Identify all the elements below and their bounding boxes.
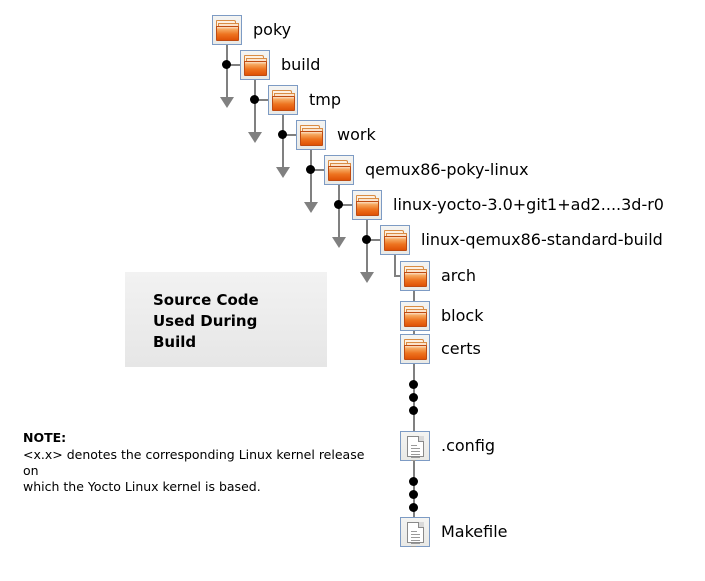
- connector-dot-work: [306, 165, 315, 174]
- ellipsis-dot: [409, 477, 418, 486]
- connector-hline-work-qemux86: [310, 169, 328, 171]
- folder-icon: [268, 85, 298, 115]
- connector-dot-tmp: [278, 130, 287, 139]
- connector-vline-build: [254, 80, 256, 140]
- connector-arrow-work: [304, 202, 318, 213]
- connector-hline-build-tmp: [254, 99, 272, 101]
- tree-node-label: qemux86-poky-linux: [365, 160, 529, 179]
- folder-icon: [380, 225, 410, 255]
- tree-node-block[interactable]: block: [400, 301, 483, 331]
- folder-icon: [400, 334, 430, 364]
- folder-icon: [296, 120, 326, 150]
- tree-node-work[interactable]: work: [296, 120, 376, 150]
- tree-node-poky[interactable]: poky: [212, 15, 291, 45]
- connector-arrow-poky: [220, 97, 234, 108]
- connector-dot-build: [250, 95, 259, 104]
- ellipsis-dot: [409, 490, 418, 499]
- tree-node-label: arch: [441, 266, 476, 285]
- folder-icon: [240, 50, 270, 80]
- folder-icon: [324, 155, 354, 185]
- tree-node-label: Makefile: [441, 522, 508, 541]
- ellipsis-dot: [409, 503, 418, 512]
- note-title: NOTE:: [23, 430, 67, 445]
- connector-arrow-qemux86: [332, 237, 346, 248]
- connector-arrow-linuxyocto: [360, 272, 374, 283]
- tree-node-tmp[interactable]: tmp: [268, 85, 341, 115]
- tree-node-config-file[interactable]: .config: [400, 431, 495, 461]
- callout-box: Source Code Used During Build: [125, 272, 327, 367]
- folder-icon: [352, 190, 382, 220]
- tree-node-label: poky: [253, 20, 292, 39]
- note-block: NOTE: <x.x> denotes the corresponding Li…: [23, 430, 383, 495]
- tree-node-build[interactable]: build: [240, 50, 320, 80]
- folder-icon: [400, 261, 430, 291]
- ellipsis-dot: [409, 380, 418, 389]
- tree-node-linux-yocto[interactable]: linux-yocto-3.0+git1+ad2....3d-r0: [352, 190, 664, 220]
- connector-vline-stdbuild: [394, 255, 396, 277]
- connector-dot-qemux86: [334, 200, 343, 209]
- connector-hline-linuxyocto-stdbuild: [366, 239, 384, 241]
- connector-hline-poky-build: [226, 64, 244, 66]
- connector-dot-poky: [222, 60, 231, 69]
- note-body: <x.x> denotes the corresponding Linux ke…: [23, 447, 365, 494]
- ellipsis-dot: [409, 393, 418, 402]
- tree-node-label: tmp: [309, 90, 342, 109]
- tree-node-label: linux-qemux86-standard-build: [421, 230, 663, 249]
- connector-hline-tmp-work: [282, 134, 300, 136]
- connector-hline-qemux86-linuxyocto: [338, 204, 356, 206]
- file-icon: [400, 431, 430, 461]
- connector-dot-linuxyocto: [362, 235, 371, 244]
- tree-node-certs[interactable]: certs: [400, 334, 481, 364]
- folder-icon: [212, 15, 242, 45]
- tree-node-qemux86-poky-linux[interactable]: qemux86-poky-linux: [324, 155, 529, 185]
- tree-node-label: build: [281, 55, 321, 74]
- tree-node-label: block: [441, 306, 484, 325]
- tree-node-makefile[interactable]: Makefile: [400, 517, 508, 547]
- connector-arrow-build: [248, 132, 262, 143]
- tree-node-arch[interactable]: arch: [400, 261, 476, 291]
- connector-vline-tmp: [282, 115, 284, 175]
- ellipsis-dot: [409, 406, 418, 415]
- connector-vline-linuxyocto: [366, 220, 368, 280]
- tree-node-label: work: [337, 125, 376, 144]
- folder-icon: [400, 301, 430, 331]
- connector-vline-work: [310, 150, 312, 210]
- callout-text: Source Code Used During Build: [153, 291, 259, 351]
- connector-vline-poky: [226, 45, 228, 105]
- connector-vline-arch-block: [413, 291, 415, 302]
- connector-vline-block-certs: [413, 331, 415, 335]
- connector-vline-qemux86: [338, 185, 340, 245]
- tree-node-linux-qemux86-standard-build[interactable]: linux-qemux86-standard-build: [380, 225, 663, 255]
- tree-node-label: certs: [441, 339, 481, 358]
- connector-vline-config-makefile: [413, 461, 415, 518]
- tree-node-label: .config: [441, 436, 496, 455]
- connector-arrow-tmp: [276, 167, 290, 178]
- file-icon: [400, 517, 430, 547]
- tree-node-label: linux-yocto-3.0+git1+ad2....3d-r0: [393, 195, 664, 214]
